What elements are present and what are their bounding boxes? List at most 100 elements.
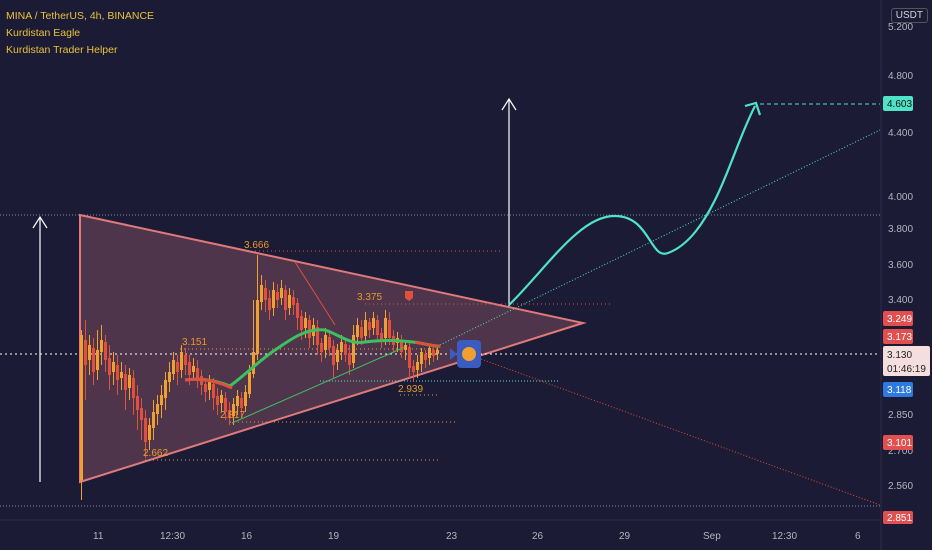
candle[interactable] — [192, 366, 195, 372]
candle[interactable] — [272, 290, 275, 308]
candle[interactable] — [332, 346, 335, 365]
candle[interactable] — [96, 350, 99, 370]
candle[interactable] — [324, 335, 327, 350]
candle[interactable] — [432, 350, 435, 356]
candle[interactable] — [364, 320, 367, 336]
candle[interactable] — [88, 345, 91, 360]
candle[interactable] — [212, 384, 215, 398]
candle[interactable] — [384, 318, 387, 338]
candle[interactable] — [356, 325, 359, 337]
candle[interactable] — [176, 362, 179, 372]
candle[interactable] — [240, 398, 243, 408]
candle[interactable] — [132, 378, 135, 398]
candles[interactable] — [80, 255, 439, 500]
candle[interactable] — [168, 372, 171, 382]
candle[interactable] — [216, 396, 219, 405]
candle[interactable] — [124, 374, 127, 390]
candle[interactable] — [208, 382, 211, 390]
candle[interactable] — [328, 337, 331, 348]
symbol-title[interactable]: MINA / TetherUS, 4h, BINANCE — [6, 10, 155, 22]
candle[interactable] — [128, 375, 131, 388]
candle[interactable] — [404, 345, 407, 350]
candle[interactable] — [360, 327, 363, 338]
candle[interactable] — [140, 408, 143, 420]
candle[interactable] — [288, 295, 291, 308]
candle[interactable] — [388, 320, 391, 338]
candle[interactable] — [196, 368, 199, 378]
candle[interactable] — [276, 292, 279, 300]
candle[interactable] — [152, 412, 155, 428]
candle[interactable] — [92, 348, 95, 372]
candle[interactable] — [84, 340, 87, 365]
indicator-kurdistan-trader-helper[interactable]: Kurdistan Trader Helper — [6, 44, 118, 56]
time-tick: 12:30 — [772, 531, 797, 542]
shield-marker-icon[interactable] — [405, 291, 413, 301]
candle[interactable] — [268, 298, 271, 310]
candle[interactable] — [368, 322, 371, 330]
candle[interactable] — [264, 288, 267, 300]
candle[interactable] — [156, 404, 159, 414]
candle[interactable] — [104, 342, 107, 360]
indicator-kurdistan-eagle[interactable]: Kurdistan Eagle — [6, 27, 81, 39]
candle[interactable] — [256, 300, 259, 354]
candle[interactable] — [100, 340, 103, 352]
candle[interactable] — [148, 425, 151, 440]
candle[interactable] — [108, 358, 111, 375]
candle[interactable] — [412, 366, 415, 372]
candle[interactable] — [260, 285, 263, 302]
candle[interactable] — [248, 372, 251, 394]
time-axis[interactable]: 11 12:30 16 19 23 26 29 Sep 12:30 6 — [93, 531, 861, 542]
candle[interactable] — [172, 360, 175, 374]
candle[interactable] — [400, 340, 403, 352]
candle[interactable] — [80, 335, 83, 480]
candle[interactable] — [316, 327, 319, 345]
candle[interactable] — [340, 342, 343, 352]
candle[interactable] — [428, 348, 431, 358]
candle[interactable] — [408, 347, 411, 368]
price-axis[interactable]: 5.200 4.800 4.400 4.000 3.800 3.600 3.40… — [888, 22, 913, 492]
price-tick: 2.700 — [888, 446, 913, 457]
candle[interactable] — [220, 395, 223, 403]
candle[interactable] — [296, 303, 299, 318]
current-price-tag-label: 3.130 — [887, 350, 912, 361]
currency-button[interactable]: USDT — [890, 8, 928, 23]
candle[interactable] — [380, 333, 383, 340]
candle[interactable] — [344, 344, 347, 355]
candle[interactable] — [184, 355, 187, 365]
candle[interactable] — [252, 352, 255, 374]
candle[interactable] — [228, 410, 231, 418]
candle[interactable] — [224, 398, 227, 412]
candle[interactable] — [164, 380, 167, 398]
candle[interactable] — [120, 372, 123, 378]
candle[interactable] — [204, 384, 207, 392]
candle[interactable] — [116, 365, 119, 380]
candle[interactable] — [372, 318, 375, 328]
candle[interactable] — [244, 392, 247, 406]
candle[interactable] — [352, 335, 355, 363]
candle[interactable] — [232, 404, 235, 416]
price-tick: 4.400 — [888, 128, 913, 139]
candle[interactable] — [376, 320, 379, 335]
candle[interactable] — [292, 297, 295, 305]
candle[interactable] — [236, 396, 239, 406]
candle[interactable] — [180, 352, 183, 370]
candle[interactable] — [160, 395, 163, 405]
candle[interactable] — [424, 354, 427, 360]
candle[interactable] — [188, 362, 191, 375]
candle[interactable] — [320, 343, 323, 352]
candle[interactable] — [284, 290, 287, 310]
candle[interactable] — [420, 352, 423, 364]
candle[interactable] — [416, 362, 419, 370]
candle[interactable] — [136, 396, 139, 410]
candle[interactable] — [280, 288, 283, 298]
candle[interactable] — [304, 318, 307, 328]
candle[interactable] — [348, 353, 351, 365]
candle[interactable] — [436, 350, 439, 354]
candle[interactable] — [300, 316, 303, 330]
projection-path — [508, 105, 756, 306]
candle[interactable] — [144, 418, 147, 442]
candle[interactable] — [112, 362, 115, 372]
candle[interactable] — [336, 350, 339, 362]
candle[interactable] — [308, 320, 311, 338]
